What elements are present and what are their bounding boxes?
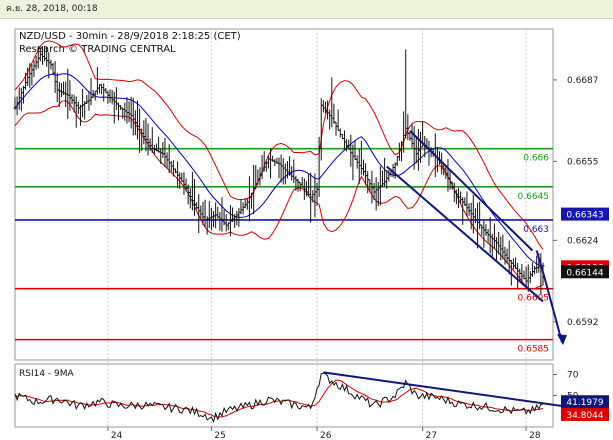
projection-arrow [535,250,563,343]
moving-average [14,73,544,268]
price-badge [561,207,609,221]
date-stamp: ค.ย. 28, 2018, 00:18 [0,0,613,19]
x-tick-label: 24 [111,431,123,440]
chart-svg: 0.6592 0.6624 0.6655 0.6687 0.666 0.6645 0.663… [0,19,613,440]
price-badge-label: 0.66144 [566,268,603,278]
level-label: 0.6605 [518,294,550,304]
x-tick-label: 28 [529,431,541,440]
x-tick-label: 27 [426,431,437,440]
projection-arrowhead [557,334,568,346]
chart-subtitle: Research © TRADING CENTRAL [19,44,176,55]
level-label: 0.6645 [518,192,550,202]
level-label: 0.663 [523,225,549,235]
price-tick-label: 0.6655 [567,157,599,167]
x-axis: 24 25 26 27 28 [107,427,541,440]
price-tick-label: 0.6624 [567,236,599,246]
chart-title: NZD/USD - 30min - 28/9/2018 2:18:25 (CET… [19,31,241,42]
bollinger-upper [14,40,544,250]
rsi-badge-label: 34.8044 [566,411,603,421]
rsi-badge [561,395,609,409]
rsi-badge-label: 41.1979 [566,398,603,408]
price-tick-label: 0.6592 [567,318,599,328]
rsi-tick-label: 70 [567,371,579,381]
bollinger-lower [14,100,544,290]
level-label: 0.6585 [518,345,550,355]
price-frame [14,28,554,361]
chart-background [0,19,613,440]
trend-channel-upper [409,130,534,252]
rsi-line [14,372,544,424]
trend-channel-lower [386,165,544,303]
rsi-badge [561,407,609,421]
price-badge [561,265,609,279]
rsi-divergence-line [323,371,563,407]
x-tick-label: 26 [320,431,332,440]
rsi-title: RSI14 - 9MA [19,369,75,379]
price-panel: 0.6592 0.6624 0.6655 0.6687 0.666 0.6645 0.663… [13,28,609,427]
price-badge-label: 0.66343 [566,211,603,221]
price-tick-label: 0.6687 [567,76,599,86]
x-tick-label: 25 [214,431,225,440]
level-label: 0.666 [523,154,549,164]
